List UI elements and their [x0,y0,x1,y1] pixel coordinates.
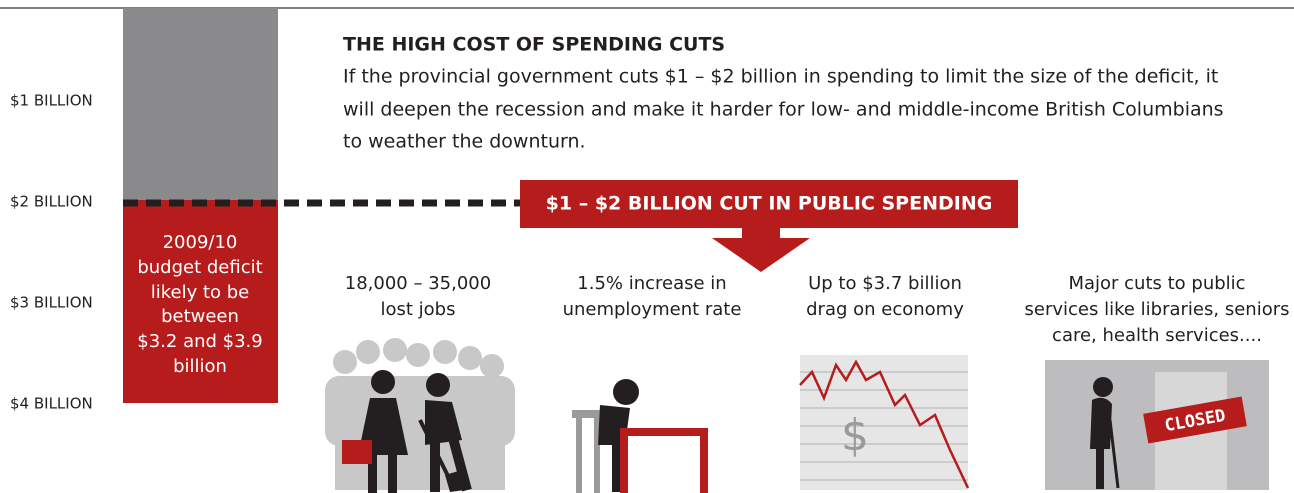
item-text: Major cuts to public [1068,273,1245,294]
item-text: care, health services.... [1052,325,1262,346]
bar-label: between [161,306,239,327]
arrow [712,228,810,272]
bar-label: likely to be [151,282,250,303]
axis-label: $2 BILLION [10,193,93,211]
axis-label: $1 BILLION [10,92,93,110]
item-text: unemployment rate [563,299,742,320]
bar-label: billion [173,356,227,377]
bar-label: budget deficit [137,257,262,278]
red-bar [123,200,278,403]
paragraph-line: will deepen the recession and make it ha… [343,99,1224,121]
grey-bar [123,8,278,200]
item-text: services like libraries, seniors [1025,299,1290,320]
paragraph-line: If the provincial government cuts $1 – $… [343,66,1218,88]
banner-text: $1 – $2 BILLION CUT IN PUBLIC SPENDING [546,193,993,215]
axis-label: $3 BILLION [10,294,93,312]
people-icon [325,338,515,493]
item-text: lost jobs [381,299,456,320]
paragraph-line: to weather the downturn. [343,131,586,153]
desk-icon [572,379,708,493]
icon-symbol: $ [841,410,869,461]
title: THE HIGH COST OF SPENDING CUTS [343,34,725,56]
bar-label: 2009/10 [163,232,238,253]
axis-label: $4 BILLION [10,395,93,413]
item-text: 1.5% increase in [577,273,726,294]
item-text: drag on economy [806,299,964,320]
closed-icon: CLOSED [1045,360,1269,490]
banner-box [520,180,1018,228]
item-text: 18,000 – 35,000 [345,273,491,294]
bar-label: $3.2 and $3.9 [137,331,262,352]
chart-icon: $ [799,355,970,490]
item-text: Up to $3.7 billion [808,273,962,294]
